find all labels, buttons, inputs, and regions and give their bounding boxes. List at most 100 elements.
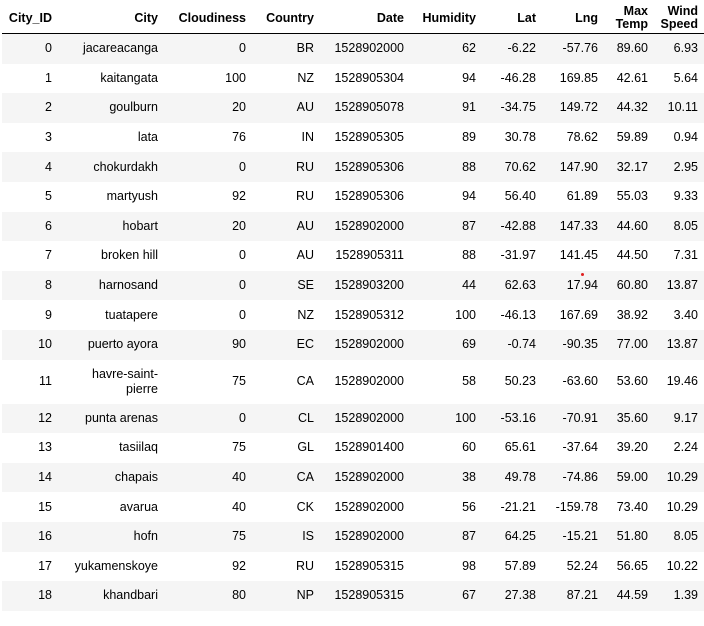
- cell-city: jacareacanga: [58, 33, 164, 64]
- cell-lat: -6.22: [482, 33, 542, 64]
- table-header: City_ID City Cloudiness Country Date Humidity…: [2, 3, 704, 34]
- cell-lat: -21.21: [482, 492, 542, 522]
- cell-city-id: 17: [2, 551, 58, 582]
- table-row: 15 avarua 40 CK 1528902000 56 -21.21 -159.78 73.…: [2, 492, 704, 522]
- cell-country: NP: [252, 581, 320, 611]
- table-body: 0 jacareacanga 0 BR 1528902000 62 -6.22 -57.76 8…: [2, 33, 704, 611]
- cell-cloudiness: 100: [164, 63, 252, 94]
- cell-humidity: 100: [410, 300, 482, 330]
- cell-max-temp: 32.17: [604, 152, 654, 182]
- cell-lng: -37.64: [542, 433, 604, 463]
- cell-max-temp: 53.60: [604, 359, 654, 404]
- cell-date: 1528905315: [320, 551, 410, 582]
- table-row: 14 chapais 40 CA 1528902000 38 49.78 -74.86 59.0…: [2, 462, 704, 493]
- cell-humidity: 88: [410, 152, 482, 182]
- cell-lat: 70.62: [482, 152, 542, 182]
- cell-wind-speed: 0.94: [654, 122, 704, 153]
- cell-country: RU: [252, 152, 320, 182]
- cell-country: CA: [252, 359, 320, 404]
- cell-lng: 17.94: [542, 270, 604, 301]
- cell-date: 1528903200: [320, 270, 410, 301]
- cell-lng: -63.60: [542, 359, 604, 404]
- cell-cloudiness: 75: [164, 521, 252, 552]
- cell-max-temp: 56.65: [604, 551, 654, 582]
- cell-cloudiness: 20: [164, 211, 252, 242]
- cell-city-id: 15: [2, 492, 58, 522]
- cell-lng: -70.91: [542, 403, 604, 434]
- column-header-lat: Lat: [482, 3, 542, 34]
- cell-city-id: 9: [2, 300, 58, 330]
- table-row: 11 havre-saint-pierre 75 CA 1528902000 58 50.2…: [2, 359, 704, 404]
- cell-date: 1528905306: [320, 152, 410, 182]
- cell-wind-speed: 9.17: [654, 403, 704, 434]
- cell-date: 1528905315: [320, 581, 410, 611]
- cell-country: BR: [252, 33, 320, 64]
- column-header-city-id: City_ID: [2, 3, 58, 34]
- cell-humidity: 62: [410, 33, 482, 64]
- cell-city: lata: [58, 122, 164, 153]
- cell-date: 1528902000: [320, 329, 410, 360]
- cell-humidity: 94: [410, 181, 482, 212]
- cell-city: punta arenas: [58, 403, 164, 434]
- cell-country: AU: [252, 241, 320, 271]
- cell-cloudiness: 75: [164, 359, 252, 404]
- table-row: 4 chokurdakh 0 RU 1528905306 88 70.62 147.90 32.…: [2, 152, 704, 182]
- cell-max-temp: 42.61: [604, 63, 654, 94]
- cell-humidity: 94: [410, 63, 482, 94]
- cell-wind-speed: 10.29: [654, 462, 704, 493]
- cell-city: puerto ayora: [58, 329, 164, 360]
- cell-humidity: 67: [410, 581, 482, 611]
- cell-lng: -74.86: [542, 462, 604, 493]
- cell-lat: -53.16: [482, 403, 542, 434]
- cell-city: yukamenskoye: [58, 551, 164, 582]
- cell-country: IS: [252, 521, 320, 552]
- cell-wind-speed: 9.33: [654, 181, 704, 212]
- cell-cloudiness: 40: [164, 492, 252, 522]
- cell-lng: -90.35: [542, 329, 604, 360]
- cell-humidity: 56: [410, 492, 482, 522]
- table-row: 5 martyush 92 RU 1528905306 94 56.40 61.89 55.03…: [2, 181, 704, 212]
- cell-cloudiness: 0: [164, 152, 252, 182]
- cell-cloudiness: 20: [164, 93, 252, 123]
- cell-max-temp: 59.89: [604, 122, 654, 153]
- column-header-country: Country: [252, 3, 320, 34]
- cell-date: 1528905312: [320, 300, 410, 330]
- cell-lng: -57.76: [542, 33, 604, 64]
- cell-humidity: 87: [410, 211, 482, 242]
- table-row: 16 hofn 75 IS 1528902000 87 64.25 -15.21 51.80 8.…: [2, 521, 704, 552]
- cell-max-temp: 44.60: [604, 211, 654, 242]
- cell-humidity: 91: [410, 93, 482, 123]
- cell-date: 1528902000: [320, 211, 410, 242]
- cell-max-temp: 51.80: [604, 521, 654, 552]
- cell-date: 1528902000: [320, 359, 410, 404]
- table-row: 1 kaitangata 100 NZ 1528905304 94 -46.28 169.85…: [2, 63, 704, 94]
- cell-country: AU: [252, 211, 320, 242]
- cell-date: 1528902000: [320, 521, 410, 552]
- cell-country: CL: [252, 403, 320, 434]
- cell-max-temp: 39.20: [604, 433, 654, 463]
- cell-lng: -15.21: [542, 521, 604, 552]
- cell-max-temp: 44.50: [604, 241, 654, 271]
- cell-date: 1528905078: [320, 93, 410, 123]
- cell-max-temp: 77.00: [604, 329, 654, 360]
- cell-date: 1528905305: [320, 122, 410, 153]
- cell-cloudiness: 92: [164, 181, 252, 212]
- cell-date: 1528902000: [320, 492, 410, 522]
- cell-lng: 52.24: [542, 551, 604, 582]
- cell-city-id: 16: [2, 521, 58, 552]
- cell-city: avarua: [58, 492, 164, 522]
- cell-wind-speed: 10.22: [654, 551, 704, 582]
- table-row: 9 tuatapere 0 NZ 1528905312 100 -46.13 167.69 38…: [2, 300, 704, 330]
- cell-max-temp: 55.03: [604, 181, 654, 212]
- cell-humidity: 87: [410, 521, 482, 552]
- cell-max-temp: 89.60: [604, 33, 654, 64]
- cell-country: RU: [252, 181, 320, 212]
- cell-wind-speed: 8.05: [654, 211, 704, 242]
- cell-date: 1528905304: [320, 63, 410, 94]
- cell-lng: -159.78: [542, 492, 604, 522]
- cell-country: GL: [252, 433, 320, 463]
- cell-city-id: 8: [2, 270, 58, 301]
- cell-lat: 30.78: [482, 122, 542, 153]
- column-header-date: Date: [320, 3, 410, 34]
- cell-city-id: 4: [2, 152, 58, 182]
